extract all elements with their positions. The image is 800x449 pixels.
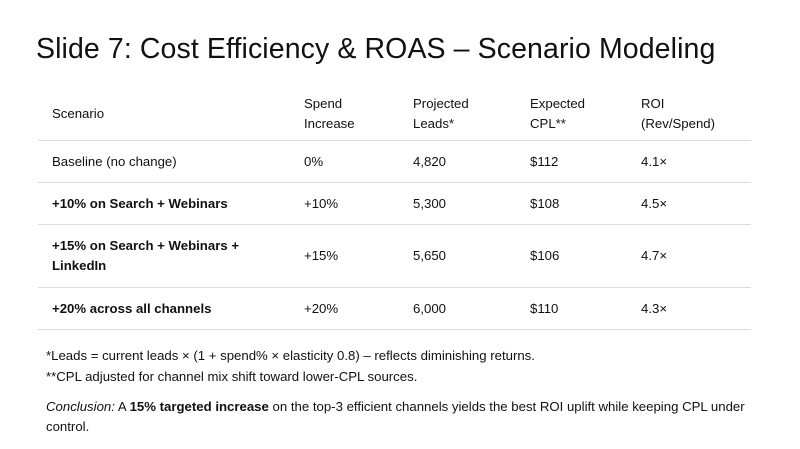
conclusion: Conclusion: A 15% targeted increase on t… <box>46 397 766 437</box>
cell-leads: 6,000 <box>399 287 516 330</box>
table-header-row: Scenario Spend Increase Projected Leads* E… <box>38 88 751 141</box>
cell-roi: 4.5× <box>627 182 751 225</box>
cell-roi: 4.7× <box>627 224 751 288</box>
conclusion-text-after: on the top-3 efficient channels yields t… <box>46 399 745 434</box>
cell-cpl: $110 <box>516 287 627 330</box>
cell-roi: 4.3× <box>627 287 751 330</box>
table-row: +10% on Search + Webinars +10% 5,300 $10… <box>38 182 751 225</box>
cell-scenario: +15% on Search + Webinars + LinkedIn <box>38 224 290 288</box>
cell-scenario: Baseline (no change) <box>38 140 290 183</box>
table-row: Baseline (no change) 0% 4,820 $112 4.1× <box>38 140 751 183</box>
cell-roi: 4.1× <box>627 140 751 183</box>
conclusion-text-before: A <box>114 399 130 414</box>
conclusion-label: Conclusion: <box>46 399 115 414</box>
slide-title: Slide 7: Cost Efficiency & ROAS – Scenar… <box>36 33 716 65</box>
scenario-table: Scenario Spend Increase Projected Leads* E… <box>38 88 751 330</box>
header-scenario: Scenario <box>38 88 290 141</box>
header-spend-increase: Spend Increase <box>290 88 399 141</box>
header-expected-cpl: Expected CPL** <box>516 88 627 141</box>
cell-spend: +10% <box>290 182 399 225</box>
conclusion-highlight: 15% targeted increase <box>129 399 269 414</box>
table-row: +15% on Search + Webinars + LinkedIn +15%… <box>38 224 751 288</box>
cell-cpl: $106 <box>516 224 627 288</box>
cell-scenario: +20% across all channels <box>38 287 290 330</box>
cell-spend: 0% <box>290 140 399 183</box>
header-roi: ROI (Rev/Spend) <box>627 88 751 141</box>
cell-cpl: $112 <box>516 140 627 183</box>
cell-leads: 5,300 <box>399 182 516 225</box>
cpl-footnote: **CPL adjusted for channel mix shift tow… <box>46 369 418 384</box>
cell-scenario: +10% on Search + Webinars <box>38 182 290 225</box>
leads-footnote: *Leads = current leads × (1 + spend% × e… <box>46 348 535 363</box>
table-row: +20% across all channels +20% 6,000 $110… <box>38 287 751 330</box>
cell-cpl: $108 <box>516 182 627 225</box>
cell-spend: +20% <box>290 287 399 330</box>
cell-leads: 5,650 <box>399 224 516 288</box>
cell-spend: +15% <box>290 224 399 288</box>
footnotes: *Leads = current leads × (1 + spend% × e… <box>46 345 535 387</box>
cell-leads: 4,820 <box>399 140 516 183</box>
header-projected-leads: Projected Leads* <box>399 88 516 141</box>
